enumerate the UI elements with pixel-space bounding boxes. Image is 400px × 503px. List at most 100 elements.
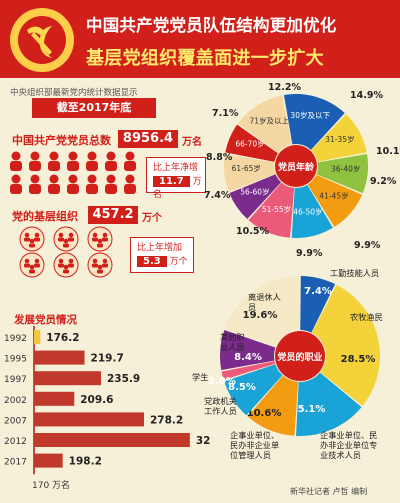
age-slice: [311, 114, 367, 162]
bar-category-label: 2007: [4, 416, 27, 426]
occupation-slice-value: 28.5%: [341, 354, 376, 365]
org-group-icon: [87, 226, 113, 252]
bar-category-label: 2012: [4, 437, 27, 447]
age-center-label: 党员年龄: [278, 161, 315, 173]
occupation-slice: [247, 375, 299, 436]
age-slice-value: 9.9%: [354, 240, 381, 251]
occupation-slice: [296, 372, 362, 436]
age-slice-value: 7.1%: [212, 108, 239, 119]
age-slice: [283, 94, 345, 150]
bar: [34, 453, 63, 468]
org-group-icon: [53, 252, 79, 278]
occupation-label: 离退休人员: [248, 292, 281, 312]
person-icon: [29, 174, 41, 194]
age-slice: [229, 174, 282, 220]
bar: [34, 433, 190, 447]
members-note-prefix: 比上年净增: [153, 163, 199, 173]
members-note: 比上年净增 11.7 万名: [146, 157, 206, 200]
person-icon: [48, 151, 60, 171]
person-icon: [105, 151, 117, 171]
members-value: 8956.4: [118, 130, 178, 148]
bar-category-label: 1995: [4, 355, 27, 365]
orgs-label: 党的基层组织: [12, 210, 78, 223]
age-slice-label: 31-35岁: [325, 134, 354, 144]
org-group-icon: [53, 226, 79, 252]
age-slice-value: 7.4%: [204, 190, 231, 201]
orgs-note: 比上年增加 5.3 万个: [130, 237, 194, 273]
person-icon: [48, 174, 60, 194]
occupation-slice: [311, 284, 380, 406]
occupation-slice-value: 7.4%: [304, 286, 332, 297]
org-group-icon: [19, 226, 45, 252]
age-slice-value: 9.9%: [296, 248, 323, 256]
members-unit: 万名: [182, 137, 202, 148]
members-note-value: 11.7: [153, 176, 190, 187]
occupation-center: [275, 331, 325, 381]
bar: [34, 391, 75, 406]
person-icon: [10, 174, 22, 194]
occupation-slice: [300, 276, 336, 333]
org-group-icon: [87, 252, 113, 278]
occupation-slice-value: 8.5%: [228, 382, 256, 393]
occupation-label: 工勤技能人员: [330, 268, 379, 278]
age-slice: [238, 95, 292, 153]
bar-value-label: 323.3: [196, 435, 210, 447]
age-slice-label: 30岁及以下: [290, 110, 330, 120]
occupation-label: 农牧渔民: [350, 312, 383, 322]
occupation-slice: [220, 330, 276, 371]
age-slice-label: 71岁及以上: [250, 116, 290, 126]
bar-value-label: 176.2: [46, 332, 79, 344]
age-slice: [224, 154, 276, 192]
age-slice-value: 10.5%: [236, 226, 269, 237]
age-slice-value: 10.1%: [376, 146, 400, 157]
members-note-unit: 万名: [153, 177, 202, 200]
occupation-label: 企事业单位、民办非企业单位管理人员: [230, 430, 279, 460]
header-banner: 中国共产党党员队伍结构更加优化 基层党组织覆盖面进一步扩大: [0, 0, 400, 78]
age-slice-label: 66-70岁: [235, 138, 264, 148]
bar-value-label: 278.2: [150, 414, 183, 426]
footer-credit: 新华社记者 卢哲 编制: [290, 487, 368, 496]
occupation-slice-value: 10.6%: [247, 408, 282, 419]
person-icon: [10, 151, 22, 171]
bar-category-label: 2017: [4, 458, 27, 468]
age-slice-value: 14.9%: [350, 90, 383, 101]
age-slice-label: 61-65岁: [232, 163, 261, 173]
source-note: 中央组织部最新党内统计数据显示: [10, 88, 138, 98]
person-icon: [67, 174, 79, 194]
age-slice-label: 56-60岁: [240, 187, 269, 197]
occupation-slice: [224, 276, 300, 348]
bar-category-label: 1997: [4, 375, 27, 385]
age-slice: [248, 182, 295, 238]
bar-value-label: 209.6: [80, 394, 113, 406]
occupation-slice-value: 2.0%: [208, 376, 236, 387]
bar: [34, 330, 41, 344]
party-emblem-icon: [10, 8, 74, 72]
age-slice-label: 41-45岁: [319, 191, 348, 201]
title-line-1: 中国共产党党员队伍结构更加优化: [86, 16, 337, 35]
person-icon: [86, 174, 98, 194]
bar: [34, 350, 85, 365]
occupation-slice-value: 8.4%: [234, 352, 262, 363]
orgs-note-prefix: 比上年增加: [137, 243, 183, 253]
person-icon: [86, 151, 98, 171]
bar-chart-title: 发展党员情况: [14, 314, 77, 326]
org-group-icons: [19, 226, 113, 278]
age-slice: [307, 174, 363, 227]
bar-category-label: 2002: [4, 396, 27, 406]
orgs-note-unit: 万个: [169, 257, 188, 267]
age-pie-chart: 30岁及以下 14.9% 31-35岁 10.1% 36-40岁 9.2% 41-45岁 9.…: [204, 82, 400, 256]
orgs-unit: 万个: [142, 213, 162, 224]
age-slice-value: 12.2%: [268, 82, 301, 93]
deadline-badge: 截至2017年底: [32, 98, 156, 118]
development-bar-chart: 1992 176.2 1995 219.7 1997 235.9 2002 209.6 2007…: [4, 326, 210, 491]
bar-value-label: 235.9: [107, 373, 140, 385]
age-slice-label: 46-50岁: [293, 207, 322, 217]
occupation-slice-value: 15.1%: [291, 404, 326, 415]
age-slice: [291, 184, 333, 238]
person-icon: [105, 174, 117, 194]
occupation-pie-chart: 7.4% 28.5% 15.1% 10.6% 8.5%2.0% 8.4% 19.6% 党员的职…: [192, 268, 383, 460]
occupation-slice: [224, 364, 283, 416]
occupation-label: 学生: [192, 372, 208, 382]
org-group-icon: [19, 252, 45, 278]
